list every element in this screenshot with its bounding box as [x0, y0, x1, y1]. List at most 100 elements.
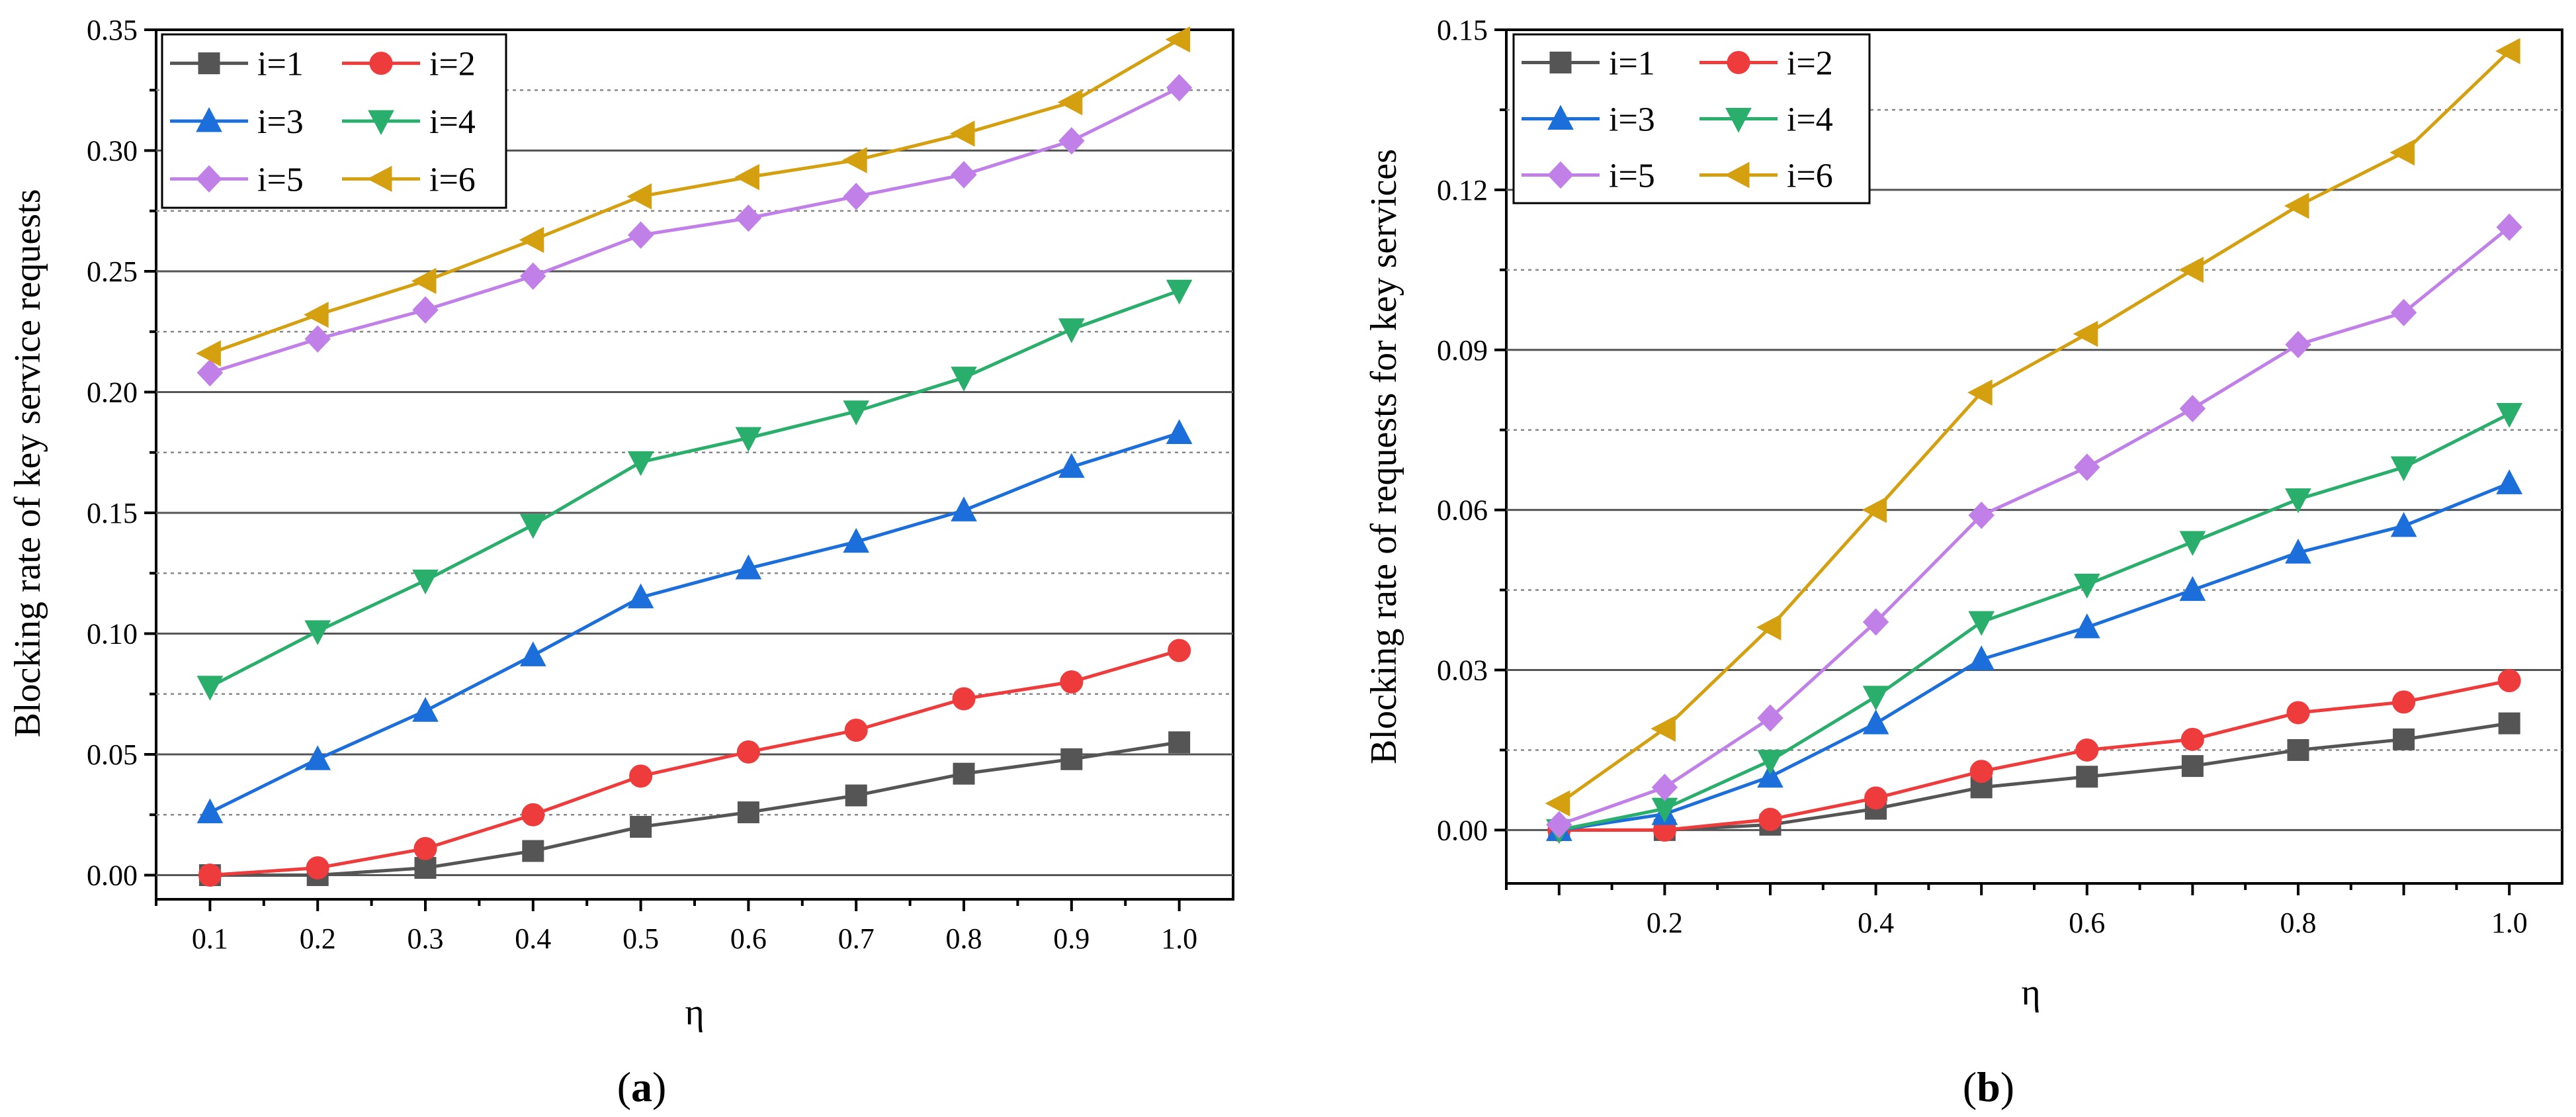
legend-entry: i=5 [1522, 157, 1655, 195]
data-point [411, 267, 437, 294]
data-point [519, 641, 546, 666]
legend-label: i=3 [1609, 101, 1655, 139]
x-tick-label: 0.6 [2069, 907, 2105, 939]
data-point [1165, 26, 1191, 53]
data-point [845, 784, 867, 807]
data-point [627, 583, 654, 609]
data-point [2181, 755, 2204, 778]
data-point [2495, 38, 2520, 65]
legend-entry: i=3 [170, 103, 304, 141]
data-point [306, 856, 329, 880]
data-point [1756, 614, 1782, 641]
data-point [2179, 576, 2206, 602]
legend-entry: i=4 [1699, 101, 1833, 139]
y-tick-label: 0.10 [87, 618, 138, 650]
x-tick-label: 0.8 [2280, 907, 2317, 939]
data-point [1969, 760, 1993, 783]
y-tick-label: 0.05 [87, 738, 138, 771]
data-point [521, 803, 545, 827]
data-point [196, 359, 224, 387]
x-tick-label: 0.1 [192, 922, 228, 955]
data-point [412, 296, 439, 324]
y-tick-label: 0.15 [1437, 14, 1488, 46]
data-point [953, 762, 975, 785]
data-point [842, 147, 867, 173]
legend-entry: i=3 [1522, 101, 1655, 139]
data-point [735, 554, 762, 580]
series-i1 [198, 731, 1191, 886]
data-point [196, 340, 221, 367]
legend-label: i=2 [1787, 45, 1833, 83]
series-line [1559, 721, 2510, 832]
x-tick-label: 0.9 [1053, 922, 1090, 955]
data-point [1968, 645, 1995, 670]
data-point [1060, 748, 1083, 770]
data-point [735, 204, 762, 232]
data-point [198, 864, 222, 887]
data-point [196, 798, 224, 824]
panel-label-a-letter: a [631, 1063, 652, 1110]
series-line [209, 289, 1180, 689]
data-point [2497, 669, 2521, 693]
data-point [304, 301, 329, 328]
legend-label: i=3 [257, 103, 304, 141]
x-axis-title-b: η [2021, 972, 2040, 1013]
panel-label-b: (b) [1963, 1063, 2014, 1110]
data-point [2286, 701, 2310, 725]
x-tick-label: 0.6 [730, 922, 767, 955]
legend-label: i=1 [257, 46, 304, 83]
series-i3 [1545, 469, 2523, 841]
legend-marker [198, 52, 220, 75]
data-point [1864, 786, 1888, 810]
panel-label-a: (a) [617, 1063, 667, 1110]
legend-entry: i=2 [1699, 45, 1833, 83]
series-i6 [196, 26, 1191, 367]
series-line [209, 431, 1180, 814]
x-tick-label: 0.5 [623, 922, 659, 955]
data-point [1968, 501, 1995, 529]
data-point [2390, 512, 2417, 537]
data-point [2180, 727, 2204, 751]
data-point [1166, 279, 1193, 305]
legend-marker [1727, 51, 1750, 74]
data-point [1862, 709, 1889, 735]
series-i3 [196, 419, 1193, 824]
chart-panel-a: 0.000.050.100.150.200.250.300.35 0.1 0.2 0… [7, 14, 1234, 1110]
series-i4 [196, 279, 1193, 701]
data-point [626, 183, 652, 210]
x-ticks-a: 0.1 0.2 0.3 0.4 0.5 0.6 0.7 0.8 0.9 1.0 [155, 899, 1197, 955]
data-point [2073, 574, 2100, 599]
y-tick-label: 0.25 [87, 255, 138, 288]
series-i5 [1546, 213, 2522, 839]
data-point [1862, 496, 1887, 523]
data-point [1166, 73, 1193, 102]
data-point [412, 697, 439, 722]
x-tick-label: 0.2 [300, 922, 336, 955]
legend-entry: i=2 [342, 46, 476, 83]
x-tick-label: 0.4 [1858, 907, 1894, 939]
y-ticks-a: 0.00 0.05 0.10 0.15 0.20 0.25 0.30 0.35 [87, 14, 156, 892]
data-point [2390, 456, 2417, 482]
data-point [519, 226, 544, 253]
data-point [2498, 712, 2520, 735]
legend-b: i=1 i=2 i=3 i=4 i=5 i=6 [1512, 33, 1871, 204]
y-tick-label: 0.12 [1437, 174, 1488, 206]
y-tick-label: 0.35 [87, 14, 138, 46]
data-point [304, 745, 331, 770]
legend-marker [369, 52, 393, 75]
data-point [412, 569, 439, 595]
data-point [951, 367, 977, 392]
y-tick-label: 0.20 [87, 377, 138, 409]
series-group-a [196, 26, 1193, 887]
data-point [1651, 715, 1676, 742]
data-point [2285, 488, 2311, 514]
panel-label-b-letter: b [1977, 1063, 2000, 1110]
x-ticks-b: 0.2 0.4 0.6 0.8 1.0 [1505, 883, 2528, 939]
data-point [1168, 731, 1191, 754]
data-point [2287, 738, 2309, 761]
data-point [843, 400, 870, 425]
legend-label: i=1 [1609, 45, 1655, 83]
data-point [1546, 811, 1572, 839]
y-axis-title-a: Blocking rate of key service requests [7, 189, 48, 738]
data-point [1967, 379, 1993, 406]
